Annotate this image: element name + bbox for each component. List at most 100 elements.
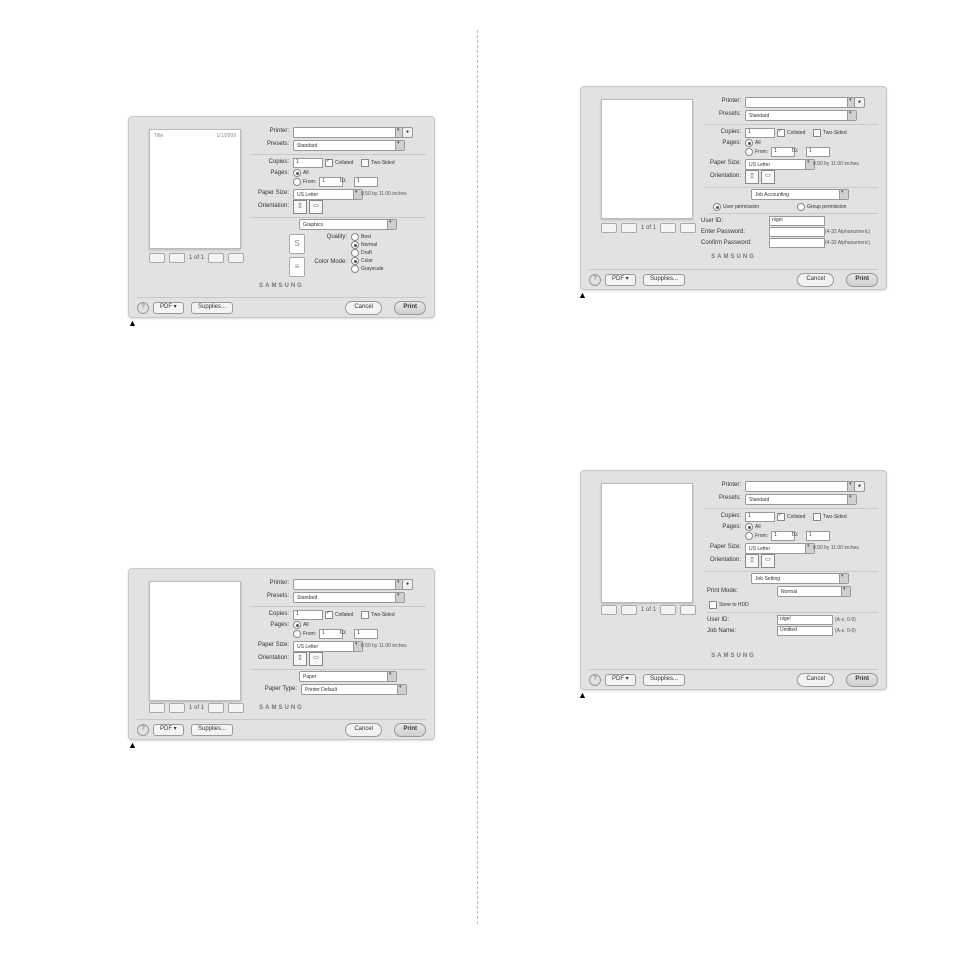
presets-select[interactable]: Standard	[745, 494, 857, 505]
orientation-landscape[interactable]: ▭	[761, 554, 775, 568]
thumb-nav[interactable]: 1 of 1	[601, 223, 696, 233]
print-mode-select[interactable]: Normal	[777, 586, 851, 597]
print-button[interactable]: Print	[394, 723, 426, 737]
cancel-button[interactable]: Cancel	[345, 723, 382, 737]
paper-size-select[interactable]: US Letter	[745, 543, 815, 554]
collated-checkbox[interactable]: Collated	[777, 513, 805, 521]
orientation-portrait[interactable]: ▯	[745, 554, 759, 568]
collated-checkbox[interactable]: Collated	[325, 611, 353, 619]
two-sided-checkbox[interactable]: Two-Sided	[361, 159, 395, 167]
section-select[interactable]: Paper	[299, 671, 397, 682]
pages-all-radio[interactable]: All	[293, 169, 309, 177]
help-button[interactable]: ?	[137, 724, 149, 736]
pages-from-radio[interactable]: From:	[745, 148, 768, 156]
pages-from-radio[interactable]: From:	[293, 630, 316, 638]
quality-normal-radio[interactable]: Normal	[351, 241, 377, 249]
store-hdd-checkbox[interactable]: Store to HDD	[709, 601, 749, 609]
color-radio[interactable]: Color	[351, 257, 373, 265]
pages-from-radio[interactable]: From:	[745, 532, 768, 540]
graphics-icon: S	[289, 234, 305, 254]
printer-status-icon[interactable]: ●	[402, 579, 413, 590]
pages-all-radio[interactable]: All	[745, 139, 761, 147]
pages-all-radio[interactable]: All	[745, 523, 761, 531]
copies-input[interactable]: 1	[293, 610, 323, 620]
cancel-button[interactable]: Cancel	[797, 673, 834, 687]
presets-select[interactable]: Standard	[293, 592, 405, 603]
password-input[interactable]	[769, 227, 825, 237]
collated-checkbox[interactable]: Collated	[325, 159, 353, 167]
printer-status-icon[interactable]: ●	[402, 127, 413, 138]
orientation-portrait[interactable]: ▯	[745, 170, 759, 184]
pages-to-input[interactable]: 1	[806, 531, 830, 541]
thumb-nav[interactable]: 1 of 1	[601, 605, 696, 615]
thumb-nav[interactable]: 1 of 1	[149, 253, 244, 263]
printer-status-icon[interactable]: ●	[854, 97, 865, 108]
section-select[interactable]: Graphics	[299, 219, 397, 230]
section-select[interactable]: Job Setting	[751, 573, 849, 584]
copies-label: Copies:	[249, 159, 289, 165]
presets-select[interactable]: Standard	[745, 110, 857, 121]
pages-to-input[interactable]: 1	[354, 629, 378, 639]
presets-select[interactable]: Standard	[293, 140, 405, 151]
supplies-button[interactable]: Supplies...	[191, 724, 233, 736]
two-sided-checkbox[interactable]: Two-Sided	[361, 611, 395, 619]
supplies-button[interactable]: Supplies...	[643, 674, 685, 686]
pages-to-input[interactable]: 1	[354, 177, 378, 187]
print-button[interactable]: Print	[394, 301, 426, 315]
printer-select[interactable]	[745, 481, 857, 492]
color-icon: ≡	[289, 257, 305, 277]
pdf-menu[interactable]: PDF ▾	[605, 274, 636, 286]
orientation-landscape[interactable]: ▭	[309, 200, 323, 214]
pages-all-radio[interactable]: All	[293, 621, 309, 629]
thumb-nav[interactable]: 1 of 1	[149, 703, 244, 713]
orientation-landscape[interactable]: ▭	[761, 170, 775, 184]
copies-input[interactable]: 1	[745, 512, 775, 522]
print-button[interactable]: Print	[846, 673, 878, 687]
print-button[interactable]: Print	[846, 273, 878, 287]
paper-size-select[interactable]: US Letter	[745, 159, 815, 170]
orientation-landscape[interactable]: ▭	[309, 652, 323, 666]
paper-size-dims: 8.50 by 11.00 inches	[813, 545, 859, 551]
group-perm-radio[interactable]: Group permission	[797, 203, 846, 211]
help-button[interactable]: ?	[589, 274, 601, 286]
confirm-password-input[interactable]	[769, 238, 825, 248]
help-button[interactable]: ?	[137, 302, 149, 314]
pages-to-input[interactable]: 1	[806, 147, 830, 157]
pdf-menu[interactable]: PDF ▾	[153, 302, 184, 314]
quality-best-radio[interactable]: Best	[351, 233, 371, 241]
pdf-menu[interactable]: PDF ▾	[605, 674, 636, 686]
two-sided-checkbox[interactable]: Two-Sided	[813, 129, 847, 137]
pdf-menu[interactable]: PDF ▾	[153, 724, 184, 736]
supplies-button[interactable]: Supplies...	[191, 302, 233, 314]
jobname-input[interactable]: Untitled	[777, 626, 833, 636]
grayscale-radio[interactable]: Grayscale	[351, 265, 384, 273]
page-preview	[601, 99, 693, 219]
printer-select[interactable]	[745, 97, 857, 108]
two-sided-checkbox[interactable]: Two-Sided	[813, 513, 847, 521]
section-select[interactable]: Job Accounting	[751, 189, 849, 200]
collated-checkbox[interactable]: Collated	[777, 129, 805, 137]
supplies-button[interactable]: Supplies...	[643, 274, 685, 286]
copies-input[interactable]: 1	[745, 128, 775, 138]
userid-input[interactable]: nigel	[769, 216, 825, 226]
brand-label: SAMSUNG	[259, 283, 304, 289]
printer-select[interactable]	[293, 127, 405, 138]
printer-select[interactable]	[293, 579, 405, 590]
help-button[interactable]: ?	[589, 674, 601, 686]
userid-input[interactable]: nigel	[777, 615, 833, 625]
pages-from-radio[interactable]: From:	[293, 178, 316, 186]
caret-icon: ▲	[578, 290, 587, 300]
paper-size-select[interactable]: US Letter	[293, 189, 363, 200]
cancel-button[interactable]: Cancel	[797, 273, 834, 287]
copies-input[interactable]: 1	[293, 158, 323, 168]
paper-type-select[interactable]: Printer Default	[301, 684, 407, 695]
user-perm-radio[interactable]: User permission	[713, 203, 759, 211]
orientation-label: Orientation:	[693, 557, 741, 563]
printer-status-icon[interactable]: ●	[854, 481, 865, 492]
quality-draft-radio[interactable]: Draft	[351, 249, 372, 257]
page-preview	[601, 483, 693, 603]
orientation-portrait[interactable]: ▯	[293, 652, 307, 666]
cancel-button[interactable]: Cancel	[345, 301, 382, 315]
orientation-portrait[interactable]: ▯	[293, 200, 307, 214]
paper-size-select[interactable]: US Letter	[293, 641, 363, 652]
